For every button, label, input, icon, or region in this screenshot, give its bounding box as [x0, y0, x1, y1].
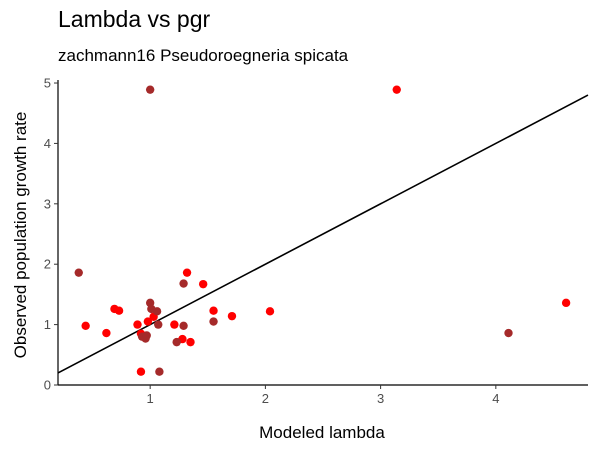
data-point-darkred	[155, 367, 164, 376]
data-point-darkred	[145, 85, 155, 94]
data-point-red	[102, 328, 111, 338]
data-point-red	[114, 306, 124, 315]
data-point-darkred	[142, 331, 151, 340]
reference-line	[57, 94, 589, 374]
data-point-red	[392, 85, 401, 94]
data-point-red	[561, 298, 571, 308]
reference-line-layer	[57, 94, 589, 374]
y-tick-label: 3	[44, 196, 51, 211]
y-axis-ticks: 0 1 2 3 4 5	[44, 76, 58, 393]
x-tick-label: 2	[262, 391, 269, 406]
data-point-darkred	[179, 279, 188, 288]
data-point-darkred	[179, 321, 188, 331]
x-axis-title: Modeled lambda	[259, 423, 385, 442]
data-point-red	[198, 279, 208, 289]
y-axis-title: Observed population growth rate	[11, 112, 30, 359]
data-point-darkred	[154, 320, 163, 329]
chart-title: Lambda vs pgr	[58, 6, 211, 32]
data-point-darkred	[152, 307, 162, 316]
y-tick-label: 0	[44, 378, 51, 393]
data-point-red	[133, 320, 142, 329]
data-point-red	[170, 320, 179, 329]
data-point-red	[182, 268, 192, 277]
data-point-darkred	[172, 337, 181, 347]
y-tick-label: 4	[44, 136, 51, 151]
points-layer	[74, 85, 571, 376]
data-point-darkred	[504, 328, 513, 338]
data-point-darkred	[74, 268, 83, 277]
data-point-darkred	[209, 317, 218, 326]
y-tick-label: 5	[44, 76, 51, 91]
data-point-red	[143, 317, 153, 326]
y-tick-label: 2	[44, 257, 51, 272]
data-point-red	[227, 311, 237, 321]
data-point-red	[81, 321, 90, 331]
x-tick-label: 4	[492, 391, 499, 406]
data-point-red	[209, 306, 218, 315]
x-tick-label: 1	[147, 391, 154, 406]
data-point-red	[186, 337, 195, 347]
chart-subtitle: zachmann16 Pseudoroegneria spicata	[58, 46, 349, 65]
x-tick-label: 3	[377, 391, 384, 406]
x-axis-ticks: 1 2 3 4	[147, 385, 499, 406]
y-tick-label: 1	[44, 317, 51, 332]
data-point-red	[265, 307, 275, 316]
data-point-red	[136, 367, 146, 376]
